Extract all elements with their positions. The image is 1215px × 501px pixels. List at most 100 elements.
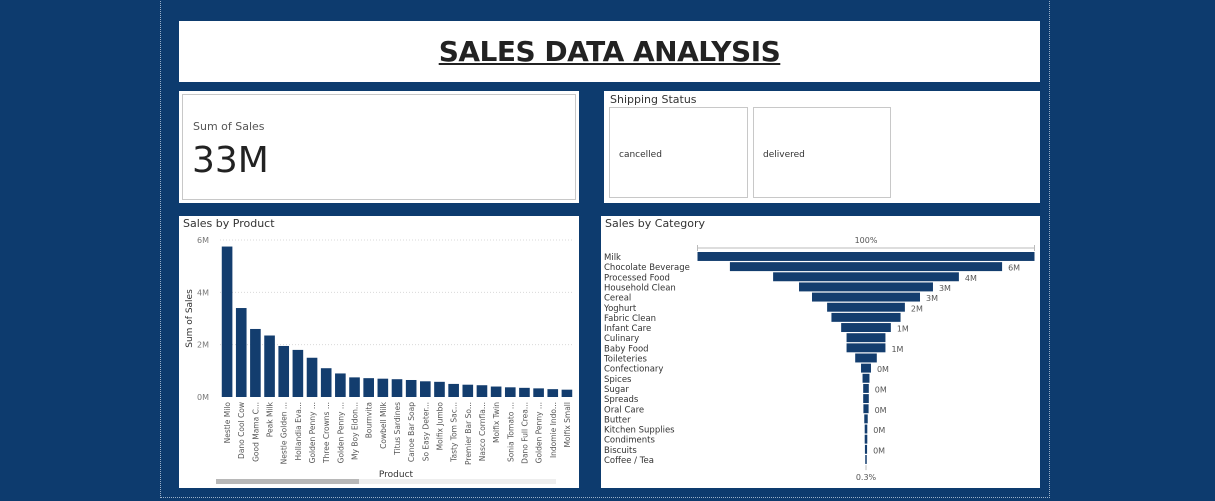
sales-by-product-chart[interactable]: Sales by Product 0M 2M 4M 6M Sum of Sales Nes… — [179, 216, 579, 488]
shipping-status-slicer: Shipping Status cancelled delivered — [604, 91, 1040, 203]
funnel-top-label: 100% — [855, 236, 878, 245]
x-axis-title: Product — [379, 470, 414, 478]
product-bar — [490, 386, 502, 397]
kpi-value: 33M — [192, 140, 269, 181]
data-label: 1M — [891, 345, 903, 354]
data-label: 3M — [939, 284, 951, 293]
category-label: Toileteries — [603, 355, 648, 365]
funnel-bar — [863, 394, 869, 404]
category-label: Sugar — [604, 385, 629, 395]
x-tick-label: Indomie Indo... — [549, 402, 558, 458]
x-tick-label: Canoe Bar Soap — [407, 402, 416, 462]
funnel-bar — [863, 383, 869, 393]
funnel-bar — [697, 252, 1035, 261]
category-label: Coffee / Tea — [604, 456, 654, 466]
y-tick-label: 2M — [197, 341, 209, 350]
x-tick-label: Three Crowns ... — [322, 402, 331, 464]
sales-by-category-chart[interactable]: Sales by Category 100% Milk Chocolate Beve… — [601, 216, 1040, 488]
x-tick-label: Premier Bar So... — [464, 402, 473, 465]
data-label: 0M — [873, 446, 885, 455]
funnel-bar — [864, 444, 868, 454]
y-tick-label: 4M — [197, 288, 209, 297]
funnel-bar — [831, 312, 901, 322]
data-label: 0M — [877, 365, 889, 374]
category-label: Spices — [604, 375, 632, 385]
product-bar — [561, 389, 573, 397]
data-label: 0M — [873, 426, 885, 435]
data-label: 4M — [965, 274, 977, 283]
y-axis-title: Sum of Sales — [185, 289, 195, 348]
category-label: Fabric Clean — [604, 314, 656, 324]
product-bar — [448, 383, 459, 397]
x-tick-label: Nasco Cornfla... — [478, 402, 487, 461]
scrollbar-thumb[interactable] — [216, 479, 359, 484]
chart-title: Sales by Category — [605, 217, 706, 230]
product-bar — [320, 368, 332, 397]
x-tick-label: Hollandia Eva... — [294, 402, 303, 461]
category-label: Cereal — [604, 294, 631, 304]
product-bar — [533, 388, 544, 397]
product-bar — [420, 381, 431, 397]
category-label: Biscuits — [604, 446, 637, 456]
funnel-bar — [865, 455, 867, 464]
product-bar — [405, 379, 417, 397]
product-bar — [476, 385, 488, 397]
product-bar — [547, 389, 559, 397]
product-bar — [306, 357, 318, 397]
category-label: Oral Care — [604, 405, 644, 415]
report-canvas-border — [160, 0, 1050, 498]
chart-scrollbar[interactable] — [216, 479, 556, 484]
slicer-option-cancelled[interactable]: cancelled — [609, 107, 748, 198]
funnel-bottom-label: 0.3% — [856, 473, 877, 482]
x-tick-label: Golden Penny ... — [336, 402, 345, 463]
slicer-option-label: cancelled — [619, 150, 662, 160]
product-bar — [335, 373, 346, 397]
category-label: Butter — [604, 415, 631, 425]
slicer-option-delivered[interactable]: delivered — [753, 107, 891, 198]
x-tick-label: Tasty Tom Sac... — [450, 402, 459, 463]
product-bar — [434, 381, 445, 397]
x-tick-label: Nestle Milo — [223, 402, 232, 444]
funnel-bar — [863, 404, 869, 414]
product-bar — [519, 387, 530, 397]
category-label: Spreads — [604, 395, 639, 405]
product-bar — [504, 387, 516, 397]
x-tick-label: Dano Full Crea... — [520, 402, 529, 464]
slicer-title: Shipping Status — [610, 93, 697, 106]
product-bar — [377, 378, 389, 397]
kpi-label: Sum of Sales — [193, 120, 265, 133]
category-label: Infant Care — [604, 324, 651, 334]
x-tick-label: Golden Penny ... — [535, 402, 544, 463]
x-tick-label: Titus Sardines — [393, 402, 402, 456]
funnel-bar — [811, 292, 921, 302]
funnel-bar — [864, 434, 868, 444]
funnel-bar — [864, 424, 868, 434]
x-tick-label: Peak Milk — [266, 401, 275, 437]
category-label: Household Clean — [604, 283, 676, 293]
product-bar — [363, 378, 374, 397]
category-label: Milk — [604, 253, 621, 263]
product-bar — [235, 308, 247, 397]
x-tick-label: Molfix Small — [563, 402, 572, 448]
data-label: 0M — [875, 385, 887, 394]
sales-kpi-card[interactable]: Sum of Sales 33M — [179, 91, 579, 203]
slicer-option-label: delivered — [763, 150, 805, 160]
funnel-bar — [827, 302, 905, 312]
funnel-bar — [861, 363, 871, 373]
x-tick-label: My Boy Eldon... — [351, 402, 360, 460]
funnel-bar — [729, 262, 1003, 272]
product-bar — [391, 379, 403, 397]
category-label: Confectionary — [604, 365, 663, 375]
x-tick-label: Nestle Golden ... — [280, 402, 289, 464]
funnel-bar — [846, 333, 886, 343]
funnel-bar — [864, 414, 868, 424]
product-bar — [462, 384, 474, 397]
data-label: 6M — [1008, 264, 1020, 273]
x-tick-label: Cowbell Milk — [379, 401, 388, 449]
y-tick-label: 6M — [197, 236, 209, 245]
report-title: SALES DATA ANALYSIS — [438, 35, 781, 68]
funnel-bar — [862, 373, 870, 383]
product-bar — [278, 345, 290, 397]
kpi-card-frame: Sum of Sales 33M — [182, 94, 576, 200]
